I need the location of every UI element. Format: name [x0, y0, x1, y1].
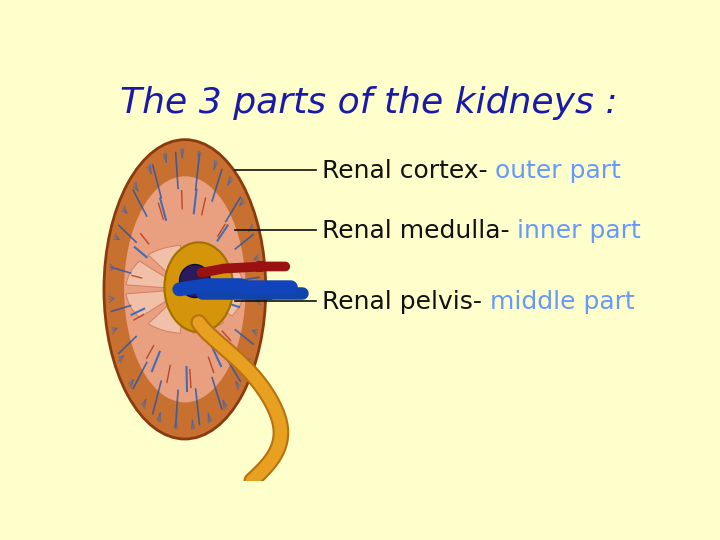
- Wedge shape: [126, 289, 185, 318]
- Wedge shape: [185, 289, 244, 316]
- Ellipse shape: [104, 140, 266, 439]
- Text: Renal medulla-: Renal medulla-: [322, 219, 517, 243]
- Text: outer part: outer part: [495, 159, 621, 183]
- Text: inner part: inner part: [517, 219, 641, 243]
- Ellipse shape: [164, 242, 233, 332]
- Text: Renal cortex-: Renal cortex-: [322, 159, 495, 183]
- Wedge shape: [185, 263, 244, 289]
- Ellipse shape: [179, 265, 210, 298]
- Wedge shape: [148, 289, 185, 333]
- Wedge shape: [185, 289, 224, 333]
- Text: middle part: middle part: [490, 290, 634, 314]
- Text: The 3 parts of the kidneys :: The 3 parts of the kidneys :: [120, 85, 618, 119]
- Text: Renal pelvis-: Renal pelvis-: [322, 290, 490, 314]
- Wedge shape: [126, 261, 185, 289]
- Wedge shape: [148, 246, 185, 289]
- Wedge shape: [185, 246, 224, 289]
- Ellipse shape: [123, 176, 246, 403]
